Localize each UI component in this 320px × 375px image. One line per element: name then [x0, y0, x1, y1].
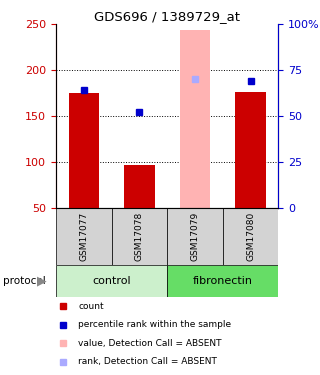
Text: control: control — [92, 276, 131, 286]
Text: rank, Detection Call = ABSENT: rank, Detection Call = ABSENT — [78, 357, 217, 366]
Bar — [180, 30, 210, 208]
Bar — [56, 208, 112, 265]
Text: GSM17079: GSM17079 — [190, 212, 199, 261]
Title: GDS696 / 1389729_at: GDS696 / 1389729_at — [94, 10, 240, 23]
Text: ▶: ▶ — [37, 274, 46, 288]
Text: count: count — [78, 302, 104, 310]
Bar — [56, 265, 167, 297]
Text: protocol: protocol — [3, 276, 46, 286]
Text: value, Detection Call = ABSENT: value, Detection Call = ABSENT — [78, 339, 222, 348]
Text: percentile rank within the sample: percentile rank within the sample — [78, 320, 231, 329]
Bar — [167, 265, 278, 297]
Text: GSM17080: GSM17080 — [246, 212, 255, 261]
Bar — [112, 208, 167, 265]
Text: GSM17078: GSM17078 — [135, 212, 144, 261]
Bar — [235, 92, 266, 208]
Bar — [68, 93, 99, 208]
Text: GSM17077: GSM17077 — [79, 212, 88, 261]
Bar — [124, 165, 155, 208]
Bar — [223, 208, 278, 265]
Text: fibronectin: fibronectin — [193, 276, 253, 286]
Bar — [167, 208, 223, 265]
